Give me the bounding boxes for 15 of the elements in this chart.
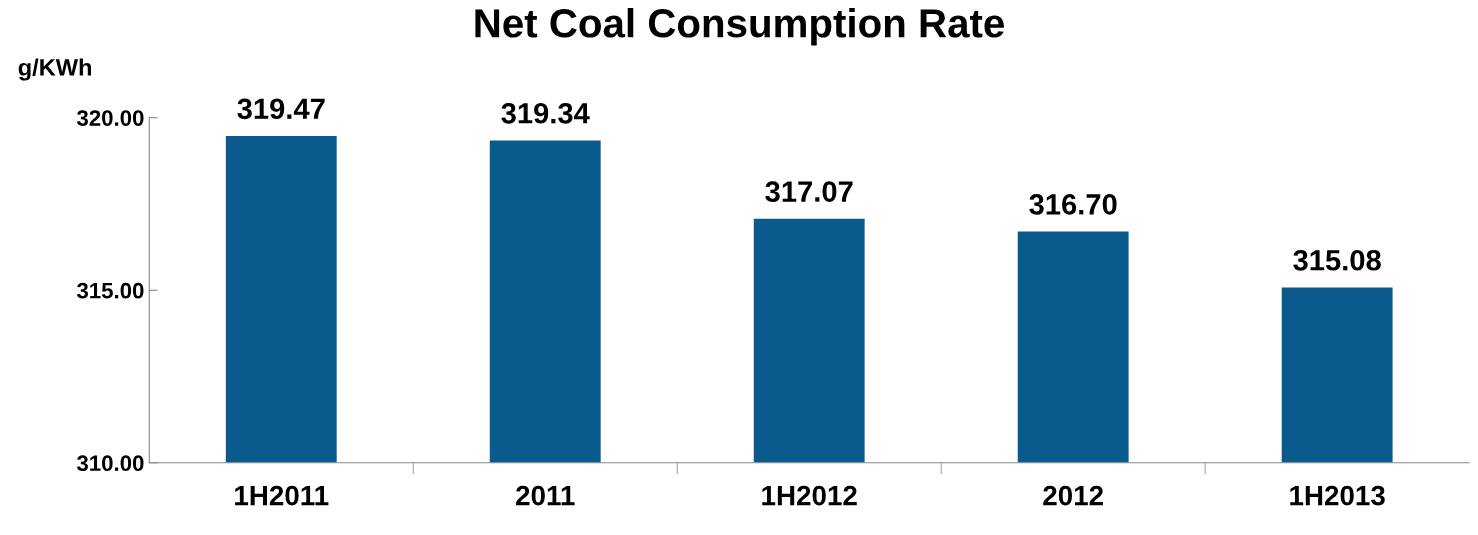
y-tick-label: 315.00 [76, 282, 144, 299]
data-label: 317.07 [765, 181, 853, 202]
y-axis-title: g/KWh [18, 58, 92, 81]
x-tick-label: 1H2012 [762, 485, 857, 506]
chart-title: Net Coal Consumption Rate [475, 8, 1004, 46]
x-tick-label: 1H2011 [235, 485, 329, 506]
x-tick-label: 1H2013 [1290, 485, 1385, 506]
y-tick-label: 320.00 [76, 110, 144, 126]
x-tick-label: 2011 [516, 485, 575, 506]
data-label: 319.34 [501, 102, 590, 124]
data-label: 319.47 [237, 98, 325, 120]
x-tick-label: 2012 [1043, 485, 1103, 506]
data-label: 316.70 [1029, 194, 1117, 215]
data-label: 315.08 [1293, 249, 1381, 271]
y-tick-label: 310.00 [76, 455, 144, 472]
